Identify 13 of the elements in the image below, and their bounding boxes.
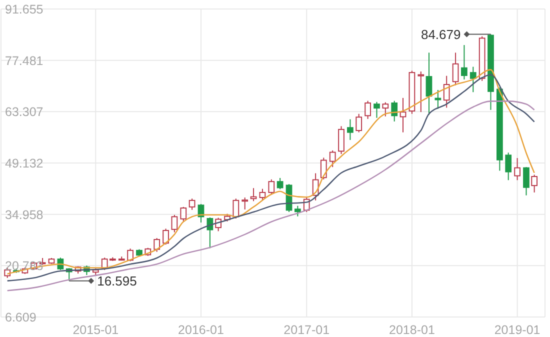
x-tick-label: 2018-01 bbox=[389, 322, 435, 337]
x-tick-label: 2019-01 bbox=[494, 322, 540, 337]
y-tick-label: 63.307 bbox=[5, 105, 44, 120]
x-tick-label: 2017-01 bbox=[284, 322, 330, 337]
y-tick-label: 34.958 bbox=[5, 208, 44, 222]
annotation: 84.679 bbox=[420, 26, 461, 42]
y-tick-label: 6.609 bbox=[5, 310, 36, 324]
y-tick-label: 77.481 bbox=[5, 54, 44, 68]
x-tick-label: 2015-01 bbox=[72, 322, 119, 337]
y-tick-label: 91.655 bbox=[5, 2, 44, 16]
annotation: 16.595 bbox=[97, 273, 137, 288]
x-tick-label: 2016-01 bbox=[178, 322, 224, 337]
y-tick-label: 49.132 bbox=[5, 156, 44, 170]
